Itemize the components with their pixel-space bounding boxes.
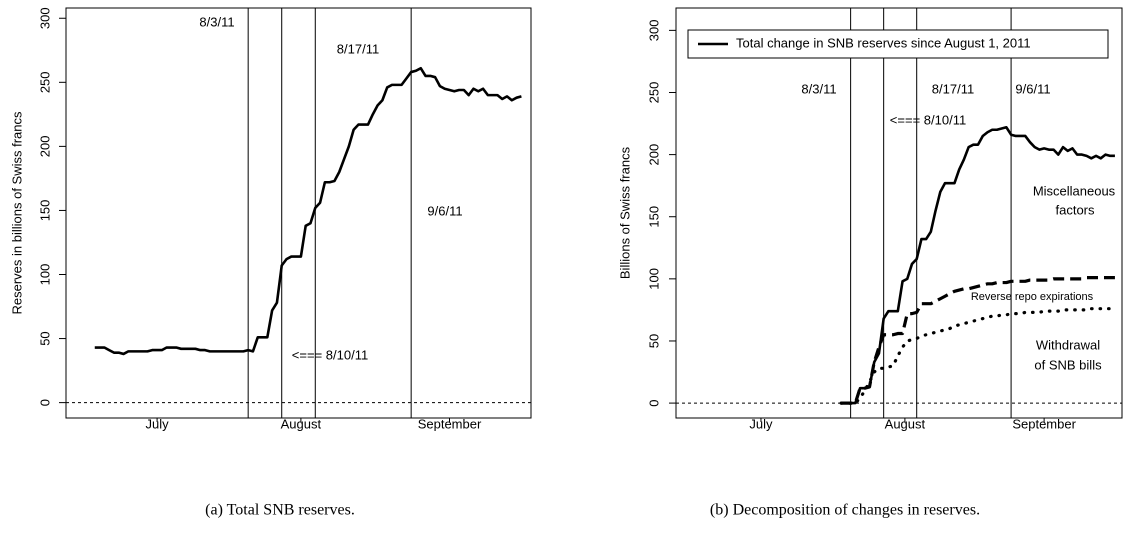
y-tick-label: 250 — [646, 82, 661, 104]
y-tick-label: 100 — [37, 264, 52, 286]
event-label: 8/3/11 — [801, 81, 836, 96]
annotation: of SNB bills — [1034, 357, 1102, 372]
event-label: 9/6/11 — [427, 203, 462, 218]
y-tick-label: 200 — [37, 136, 52, 158]
annotation: factors — [1055, 202, 1095, 217]
x-tick-label: September — [418, 416, 482, 431]
series-line — [841, 276, 1115, 405]
x-tick-label: July — [749, 416, 773, 431]
annotation: Miscellaneous — [1033, 183, 1116, 198]
caption: (a) Total SNB reserves. — [205, 502, 355, 519]
legend-label: Total change in SNB reserves since Augus… — [736, 35, 1031, 50]
caption: (b) Decomposition of changes in reserves… — [710, 502, 980, 519]
event-label: 9/6/11 — [1015, 81, 1050, 96]
event-label: 8/3/11 — [199, 14, 234, 29]
y-axis-label: Billions of Swiss francs — [617, 146, 632, 279]
x-tick-label: August — [281, 416, 322, 431]
y-tick-label: 300 — [646, 20, 661, 42]
y-tick-label: 150 — [37, 200, 52, 222]
series-line — [94, 66, 522, 356]
y-tick-label: 50 — [37, 331, 52, 345]
event-label: <=== 8/10/11 — [890, 112, 966, 127]
event-label: <=== 8/10/11 — [292, 347, 368, 362]
y-axis-label: Reserves in billions of Swiss francs — [9, 111, 24, 315]
y-tick-label: 0 — [37, 399, 52, 406]
x-tick-label: September — [1012, 416, 1076, 431]
y-tick-label: 100 — [646, 268, 661, 290]
series-line — [841, 125, 1115, 405]
event-label: 8/17/11 — [337, 41, 379, 56]
event-label: 8/17/11 — [932, 81, 974, 96]
y-tick-label: 200 — [646, 144, 661, 166]
x-tick-label: July — [146, 416, 170, 431]
y-tick-label: 150 — [646, 206, 661, 228]
y-tick-label: 300 — [37, 7, 52, 29]
annotation: Withdrawal — [1036, 337, 1100, 352]
y-tick-label: 0 — [646, 399, 661, 406]
plot-frame — [65, 7, 532, 419]
x-tick-label: August — [885, 416, 926, 431]
legend — [687, 29, 1109, 59]
y-tick-label: 250 — [37, 71, 52, 93]
y-tick-label: 50 — [646, 334, 661, 348]
annotation: Reverse repo expirations — [971, 291, 1094, 303]
plot-frame — [675, 7, 1123, 419]
